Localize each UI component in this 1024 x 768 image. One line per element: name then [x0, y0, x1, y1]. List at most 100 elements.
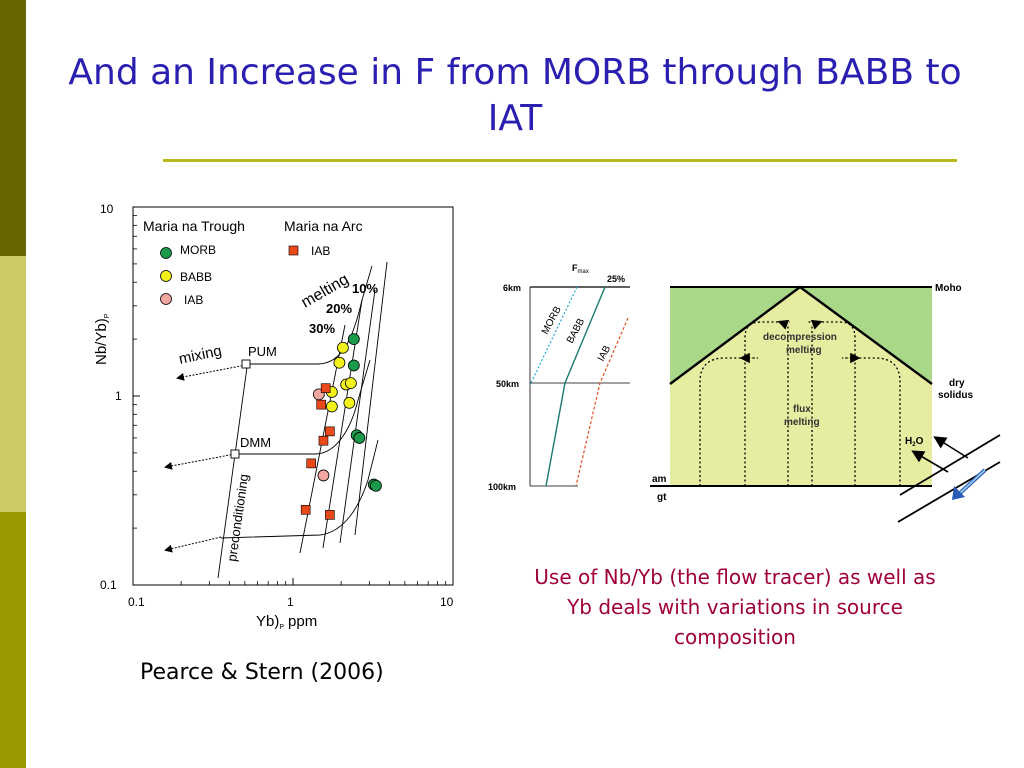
label-am: am: [652, 474, 667, 485]
x-tick-10: 10: [440, 595, 454, 609]
x-axis-label-unit: ppm: [288, 613, 317, 630]
y-axis-label: Nb/Yb)P: [93, 313, 111, 365]
label-moho: Moho: [935, 283, 962, 294]
curve-babb: [545, 286, 606, 487]
label-mixing: mixing: [177, 342, 223, 368]
citation: Pearce & Stern (2006): [140, 660, 384, 685]
label-pct-20: 20%: [326, 301, 352, 316]
slab-line-top: [899, 434, 1001, 496]
label-h2o-end: O: [916, 436, 924, 447]
legend-group-trough: Maria na Trough: [143, 218, 245, 234]
legend-marker-morb: [160, 247, 172, 259]
babb-point: [336, 341, 349, 354]
label-dmm: DMM: [240, 435, 271, 450]
label-fmax-main: F: [572, 263, 578, 273]
legend-label-morb: MORB: [180, 243, 216, 257]
label-decompression: decompression: [763, 332, 837, 343]
x-axis-label-sub: P: [279, 624, 284, 631]
h2o-arrow-1: [933, 436, 969, 459]
mixing-arrow-pum: [176, 364, 247, 381]
pum-marker: [241, 359, 251, 369]
sidebar-band-bottom: [0, 512, 26, 768]
subduction-arrow-head: [952, 486, 965, 500]
depth-profile: 6km 50km 100km Fmax 25% MORB BABB IAB: [488, 263, 630, 492]
label-50km: 50km: [496, 379, 519, 389]
melting-wedge-diagram: decompression melting flux melting Moho …: [650, 283, 1001, 523]
label-h2o-main: H: [905, 436, 912, 447]
sidebar-band-top: [0, 0, 26, 256]
svg-text:Nb/Yb)P: Nb/Yb)P: [93, 313, 111, 365]
label-pct-10: 10%: [352, 281, 378, 296]
y-axis-label-sub: P: [104, 313, 111, 318]
label-decompression-melting: melting: [786, 345, 822, 356]
babb-point: [343, 396, 356, 409]
iab-trough-point: [317, 469, 330, 482]
sidebar-decoration: [0, 0, 26, 768]
melting-curve-dmm: [239, 359, 371, 455]
babb-point: [344, 377, 357, 390]
x-axis-label: Yb)P ppm: [256, 613, 317, 631]
preconditioning-line: [217, 359, 249, 579]
label-25pct: 25%: [607, 274, 625, 284]
label-flux-melting: melting: [784, 417, 820, 428]
legend-marker-iab-arc: [288, 245, 299, 256]
legend-group-arc: Maria na Arc: [284, 218, 363, 234]
label-dry: dry: [949, 378, 965, 389]
mixing-arrow-low: [164, 536, 222, 553]
mixing-arrow-dmm: [164, 453, 236, 470]
iab-arc-point: [306, 458, 317, 469]
babb-point: [333, 356, 346, 369]
x-tick-0.1: 0.1: [128, 595, 145, 609]
nb-yb-plot: 10 1 0.1 0.1 1 10 Yb)P ppm Nb/Yb)P Maria …: [93, 202, 454, 631]
y-axis-label-main: Nb/Yb): [93, 318, 110, 365]
title-divider: [163, 159, 957, 162]
label-fmax-sub: max: [578, 269, 589, 275]
label-pum: PUM: [248, 344, 277, 359]
x-tick-1: 1: [287, 595, 294, 609]
iab-arc-point: [316, 399, 326, 410]
legend-marker-iab-trough: [160, 293, 172, 305]
melt-pct-line-c: [339, 289, 376, 544]
legend-label-iab-arc: IAB: [311, 244, 330, 258]
legend-label-iab-trough: IAB: [184, 293, 203, 307]
label-gt: gt: [657, 492, 667, 503]
dmm-marker: [230, 449, 240, 459]
dry-solidus-line: [669, 285, 933, 385]
curve-iab: [575, 317, 629, 487]
label-h2o: H2O: [905, 436, 924, 448]
y-tick-0.1: 0.1: [100, 578, 117, 592]
morb-point: [353, 432, 366, 444]
plot-frame: [132, 206, 454, 586]
morb-point: [347, 333, 360, 346]
iab-arc-point: [325, 426, 335, 437]
sidebar-band-middle: [0, 256, 26, 512]
slide-title: And an Increase in F from MORB through B…: [68, 52, 962, 139]
data-points: [300, 333, 382, 520]
label-flux: flux: [793, 404, 811, 415]
slide-caption: Use of Nb/Yb (the flow tracer) as well a…: [534, 565, 936, 649]
iab-arc-point: [318, 435, 329, 446]
iab-arc-point: [325, 510, 335, 520]
babb-point: [325, 400, 338, 413]
flow-paths: [699, 319, 901, 486]
x-axis-label-main: Yb): [256, 613, 279, 630]
label-h2o-sub: 2: [912, 442, 916, 448]
lower-mantle-zone: [670, 384, 932, 486]
y-tick-1: 1: [115, 389, 122, 403]
label-pct-30: 30%: [309, 321, 335, 336]
morb-point: [347, 359, 360, 372]
iab-arc-point: [320, 383, 331, 393]
label-fmax: Fmax: [572, 263, 589, 275]
morb-point: [370, 479, 382, 492]
label-solidus: solidus: [938, 390, 973, 401]
label-100km: 100km: [488, 482, 516, 492]
legend-marker-babb: [160, 270, 172, 282]
plot-minor-ticks: [132, 206, 454, 586]
label-curve-morb: MORB: [540, 304, 564, 336]
y-tick-10: 10: [100, 202, 114, 216]
label-6km: 6km: [503, 283, 521, 293]
decompression-wedge: [670, 287, 932, 384]
iab-arc-point: [300, 504, 311, 515]
h2o-arrow-2: [911, 450, 949, 473]
